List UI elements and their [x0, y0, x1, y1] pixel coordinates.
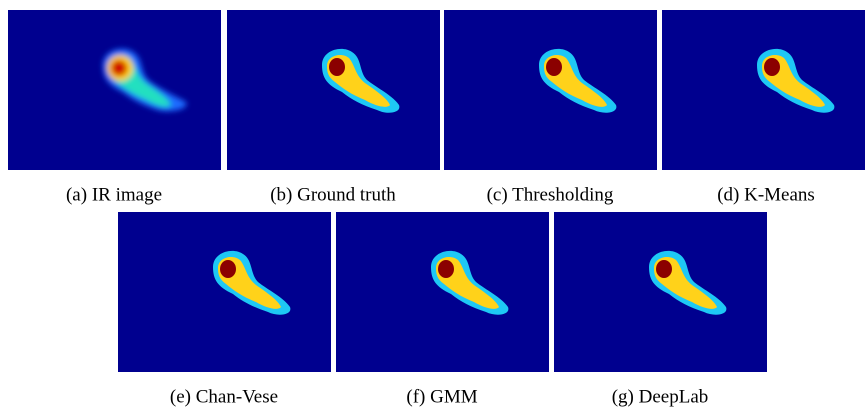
panel-image — [8, 10, 221, 170]
panel-image — [118, 212, 331, 372]
caption: (f) GMM — [406, 386, 477, 407]
caption: (a) IR image — [66, 184, 162, 205]
caption: (g) DeepLab — [612, 386, 709, 407]
panel-image — [336, 212, 549, 372]
panel-image — [662, 10, 865, 170]
figure: (a) IR image (b) Ground truth (c) Thresh… — [0, 0, 865, 409]
panel-image — [554, 212, 767, 372]
caption: (b) Ground truth — [270, 184, 396, 205]
caption: (c) Thresholding — [487, 184, 614, 205]
caption: (e) Chan-Vese — [170, 386, 278, 407]
panel-image — [444, 10, 657, 170]
caption: (d) K-Means — [717, 184, 815, 205]
panel-image — [227, 10, 440, 170]
